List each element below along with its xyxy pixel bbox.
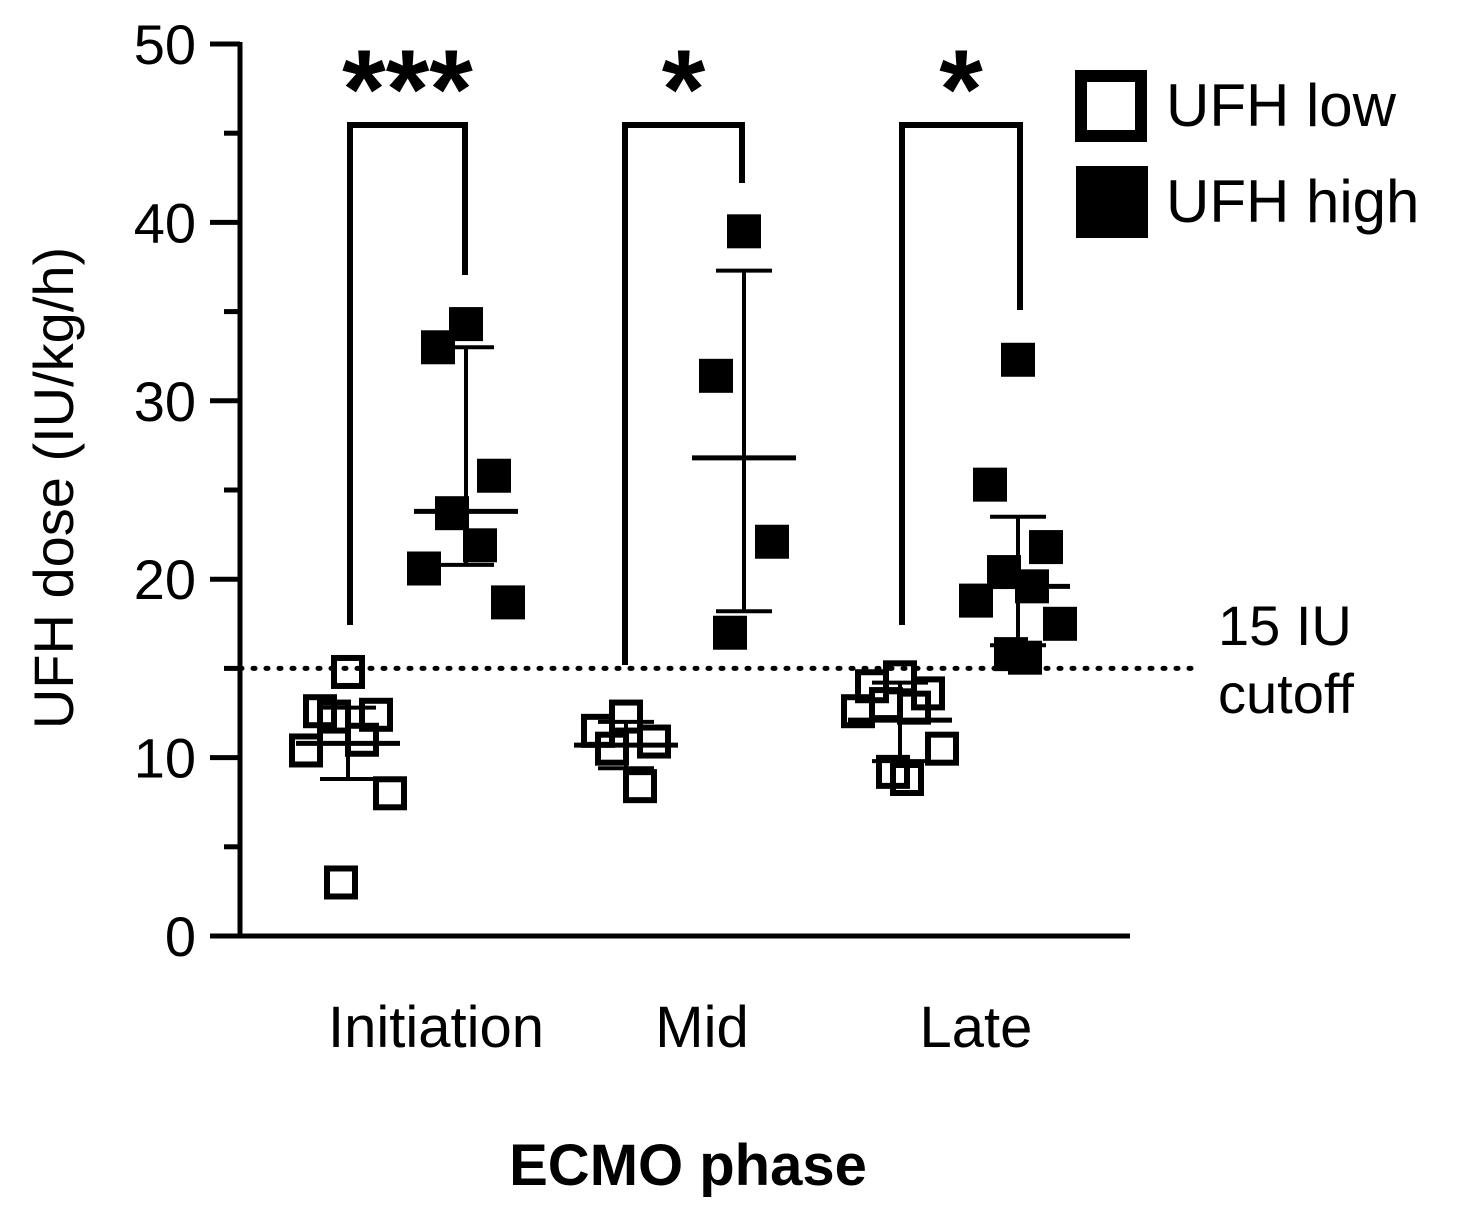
- data-point-ufh-high: [959, 583, 993, 618]
- data-point-ufh-high: [477, 458, 511, 493]
- x-axis-label: ECMO phase: [509, 1133, 867, 1198]
- data-point-ufh-low: [623, 769, 657, 804]
- data-point-ufh-high: [973, 467, 1007, 502]
- data-point-ufh-high: [1001, 342, 1035, 377]
- y-tick-label: 10: [134, 727, 196, 790]
- data-point-ufh-low: [324, 865, 358, 900]
- y-axis-label: UFH dose (IU/kg/h): [22, 247, 85, 729]
- data-point-ufh-low: [890, 762, 924, 797]
- axes: 0 10 20 30 40 50 Initiation Mid Late: [134, 13, 1130, 1060]
- data-point-ufh-high: [755, 524, 789, 559]
- significance-label: ***: [342, 27, 473, 152]
- data-point-ufh-low: [289, 733, 323, 768]
- data-point-ufh-low: [373, 776, 407, 811]
- legend-label: UFH high: [1166, 168, 1419, 235]
- reference-line-label: 15 IU: [1218, 594, 1352, 657]
- error-bars: [296, 268, 1070, 782]
- x-tick-label: Late: [920, 995, 1033, 1060]
- data-point-ufh-high: [463, 528, 497, 563]
- data-point-ufh-high: [1043, 606, 1077, 641]
- data-point-ufh-high: [491, 585, 525, 620]
- legend-marker-filled-square: [1076, 166, 1148, 238]
- x-tick-label: Mid: [655, 995, 748, 1060]
- legend-marker-open-square: [1075, 70, 1147, 142]
- significance-label: *: [939, 27, 983, 152]
- significance-brackets: *** * *: [342, 27, 1023, 665]
- y-tick-label: 20: [134, 548, 196, 611]
- data-point-ufh-high: [699, 358, 733, 393]
- y-tick-label: 30: [134, 370, 196, 433]
- data-point-ufh-low: [841, 694, 875, 729]
- data-points: [289, 214, 1077, 900]
- reference-line-label: cutoff: [1218, 662, 1354, 725]
- data-point-ufh-low: [331, 654, 365, 689]
- legend-label: UFH low: [1166, 72, 1397, 139]
- y-tick-label: 40: [134, 191, 196, 254]
- data-point-ufh-high: [407, 551, 441, 586]
- data-point-ufh-low: [925, 731, 959, 766]
- y-tick-label: 0: [165, 905, 196, 968]
- significance-bracket: [622, 122, 745, 665]
- significance-bracket: [899, 122, 1023, 625]
- significance-label: *: [662, 27, 706, 152]
- data-point-ufh-low: [637, 724, 671, 759]
- x-tick-label: Initiation: [328, 995, 544, 1060]
- data-point-ufh-high: [1029, 530, 1063, 565]
- significance-bracket: [347, 122, 468, 625]
- y-tick-label: 50: [134, 13, 196, 76]
- data-point-ufh-high: [713, 615, 747, 650]
- data-point-ufh-high: [727, 214, 761, 249]
- legend: UFH low UFH high: [1075, 70, 1419, 238]
